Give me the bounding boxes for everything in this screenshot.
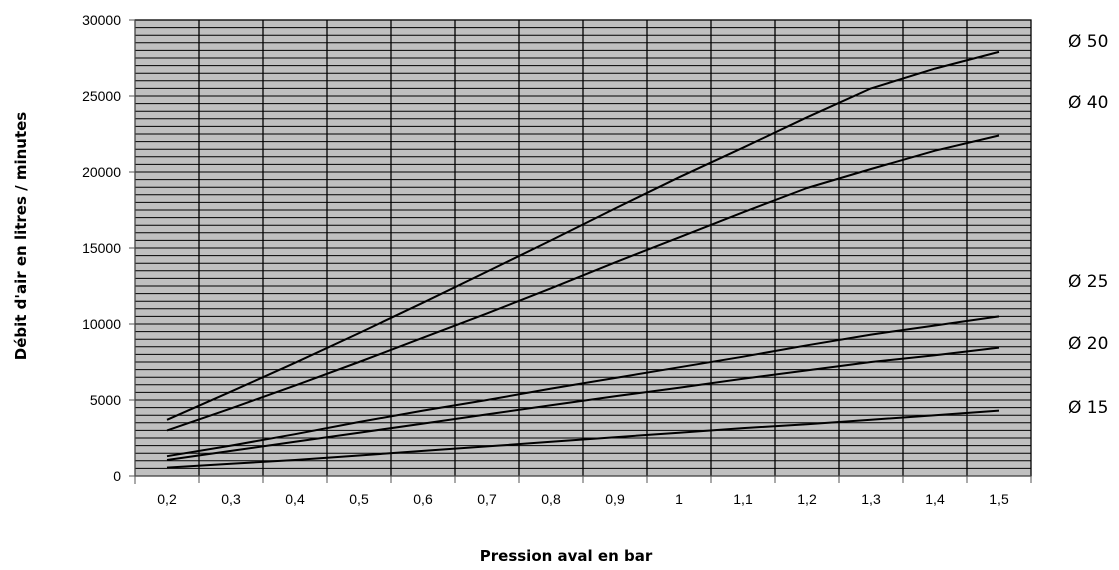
series-label: Ø 50: [1068, 32, 1108, 52]
series-line: [166, 409, 1000, 469]
series-label: Ø 15: [1068, 398, 1108, 418]
x-tick-label: 1: [675, 491, 683, 507]
x-tick-label: 0,3: [221, 491, 241, 507]
x-tick-label: 0,5: [349, 491, 369, 507]
x-tick-label: 1,2: [797, 491, 817, 507]
x-tick-label: 0,4: [285, 491, 305, 507]
y-tick-label: 25000: [82, 88, 121, 104]
x-tick-label: 1,4: [925, 491, 945, 507]
series-label: Ø 20: [1068, 334, 1108, 354]
y-tick-label: 10000: [82, 316, 121, 332]
x-tick-label: 1,3: [861, 491, 881, 507]
x-tick-label: 0,6: [413, 491, 433, 507]
series-line: [166, 50, 1000, 421]
series-line: [166, 315, 1000, 458]
x-tick-label: 0,7: [477, 491, 497, 507]
y-tick-label: 30000: [82, 12, 121, 28]
y-tick-label: 20000: [82, 164, 121, 180]
series-line: [166, 346, 1000, 461]
y-tick-label: 5000: [90, 392, 121, 408]
x-tick-labels: 0,2 0,3 0,4 0,5 0,6 0,7 0,8 0,9 1 1,1 1,2 1,3 1,4 1,5: [157, 491, 1009, 507]
x-tick-label: 0,2: [157, 491, 177, 507]
x-tick-label: 1,1: [733, 491, 753, 507]
x-tick-label: 1,5: [989, 491, 1009, 507]
axes: [129, 19, 1032, 484]
series-label: Ø 25: [1068, 272, 1108, 292]
x-tick-label: 0,8: [541, 491, 561, 507]
y-tick-label: 15000: [82, 240, 121, 256]
grid: [134, 19, 1032, 477]
y-tick-labels: 0 5000 10000 15000 20000 25000 30000: [82, 12, 121, 484]
series-line: [166, 134, 1000, 432]
y-tick-label: 0: [113, 468, 121, 484]
x-axis-title: Pression aval en bar: [480, 547, 653, 565]
series-label: Ø 40: [1068, 93, 1108, 113]
series-labels: Ø 50 Ø 40 Ø 25 Ø 20 Ø 15: [1068, 32, 1108, 418]
y-axis-title: Débit d'air en litres / minutes: [12, 112, 30, 361]
series-lines: [166, 50, 1000, 469]
x-tick-label: 0,9: [605, 491, 625, 507]
